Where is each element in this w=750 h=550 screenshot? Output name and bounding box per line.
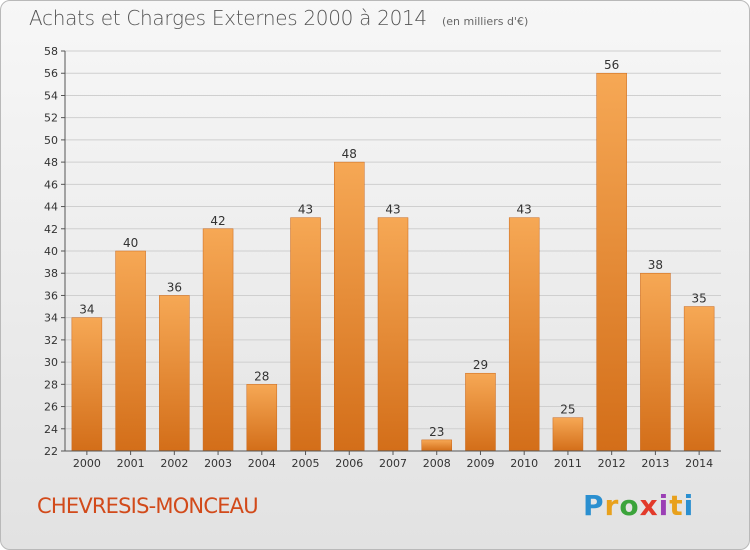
value-label-2003: 42 xyxy=(210,214,225,228)
x-tick-label-2005: 2005 xyxy=(292,457,320,470)
bar-2000 xyxy=(71,317,103,452)
logo-letter: r xyxy=(604,489,620,522)
bar-2014 xyxy=(683,306,715,452)
y-tick-label: 48 xyxy=(44,156,58,169)
value-label-2004: 28 xyxy=(254,369,269,383)
bar-2005 xyxy=(290,217,321,452)
bar-2001 xyxy=(115,250,146,452)
x-tick-label-2002: 2002 xyxy=(160,457,188,470)
value-label-2011: 25 xyxy=(560,403,575,417)
x-tick-label-2000: 2000 xyxy=(73,457,101,470)
value-label-2010: 43 xyxy=(517,203,532,217)
x-tick-label-2004: 2004 xyxy=(248,457,276,470)
value-label-2000: 34 xyxy=(79,303,94,317)
logo-letter: i xyxy=(658,489,670,522)
value-label-2009: 29 xyxy=(473,358,488,372)
x-tick-label-2006: 2006 xyxy=(335,457,363,470)
bar-2003 xyxy=(202,228,234,452)
y-tick-label: 42 xyxy=(44,223,58,236)
chart-subtitle: (en milliers d'€) xyxy=(441,15,529,28)
x-tick-label-2010: 2010 xyxy=(510,457,538,470)
y-tick-label: 38 xyxy=(44,267,58,280)
x-tick-label-2014: 2014 xyxy=(685,457,713,470)
labels: 22 24 26 28 30 32 34 36 38 40 42 44 46 48 50 52 54 56 58 34… xyxy=(44,45,713,470)
logo-letter: i xyxy=(683,489,695,522)
value-label-2007: 43 xyxy=(385,203,400,217)
value-label-2005: 43 xyxy=(298,203,313,217)
chart-title: Achats et Charges Externes 2000 à 2014 xyxy=(29,6,427,30)
bar-2010 xyxy=(508,217,540,452)
y-tick-label: 28 xyxy=(44,378,58,391)
y-tick-label: 44 xyxy=(44,201,58,214)
bar-2006 xyxy=(334,161,365,452)
value-label-2013: 38 xyxy=(648,258,663,272)
bar-2009 xyxy=(465,372,496,452)
value-label-2008: 23 xyxy=(429,425,444,439)
y-tick-label: 58 xyxy=(44,45,58,58)
logo-letter: t xyxy=(669,489,684,522)
bar-2012 xyxy=(596,72,627,452)
bar-2007 xyxy=(377,217,409,452)
x-tick-label-2011: 2011 xyxy=(554,457,582,470)
x-tick-label-2001: 2001 xyxy=(117,457,145,470)
y-tick-label: 40 xyxy=(44,245,58,258)
y-tick-label: 22 xyxy=(44,445,58,458)
x-tick-label-2013: 2013 xyxy=(641,457,669,470)
x-tick-label-2007: 2007 xyxy=(379,457,407,470)
bar-2013 xyxy=(640,272,671,452)
bars xyxy=(71,72,715,452)
y-tick-label: 46 xyxy=(44,178,58,191)
bar-2004 xyxy=(246,384,278,452)
value-label-2012: 56 xyxy=(604,58,619,72)
commune-name: CHEVRESIS-MONCEAU xyxy=(37,494,259,518)
y-tick-label: 50 xyxy=(44,134,58,147)
x-tick-label-2012: 2012 xyxy=(598,457,626,470)
y-tick-label: 30 xyxy=(44,356,58,369)
bar-2002 xyxy=(159,295,190,452)
y-tick-label: 52 xyxy=(44,112,58,125)
chart-header: Achats et Charges Externes 2000 à 2014 (… xyxy=(29,6,528,30)
y-tick-label: 24 xyxy=(44,423,58,436)
logo-letter: P xyxy=(583,489,605,522)
value-label-2002: 36 xyxy=(167,280,182,294)
bar-2011 xyxy=(552,417,584,452)
y-tick-label: 54 xyxy=(44,89,58,102)
value-label-2001: 40 xyxy=(123,236,138,250)
logo-letter: o xyxy=(619,489,640,522)
x-tick-label-2008: 2008 xyxy=(423,457,451,470)
x-tick-label-2003: 2003 xyxy=(204,457,232,470)
proxiti-logo: Proxiti xyxy=(583,489,694,522)
x-tick-label-2009: 2009 xyxy=(466,457,494,470)
axes xyxy=(61,50,721,455)
logo-letter: x xyxy=(639,489,659,522)
y-tick-label: 32 xyxy=(44,334,58,347)
y-tick-label: 26 xyxy=(44,401,58,414)
value-label-2006: 48 xyxy=(342,147,357,161)
y-tick-label: 56 xyxy=(44,67,58,80)
y-tick-label: 36 xyxy=(44,289,58,302)
value-label-2014: 35 xyxy=(691,292,706,306)
y-tick-label: 34 xyxy=(44,312,58,325)
bar-2008 xyxy=(421,439,452,452)
